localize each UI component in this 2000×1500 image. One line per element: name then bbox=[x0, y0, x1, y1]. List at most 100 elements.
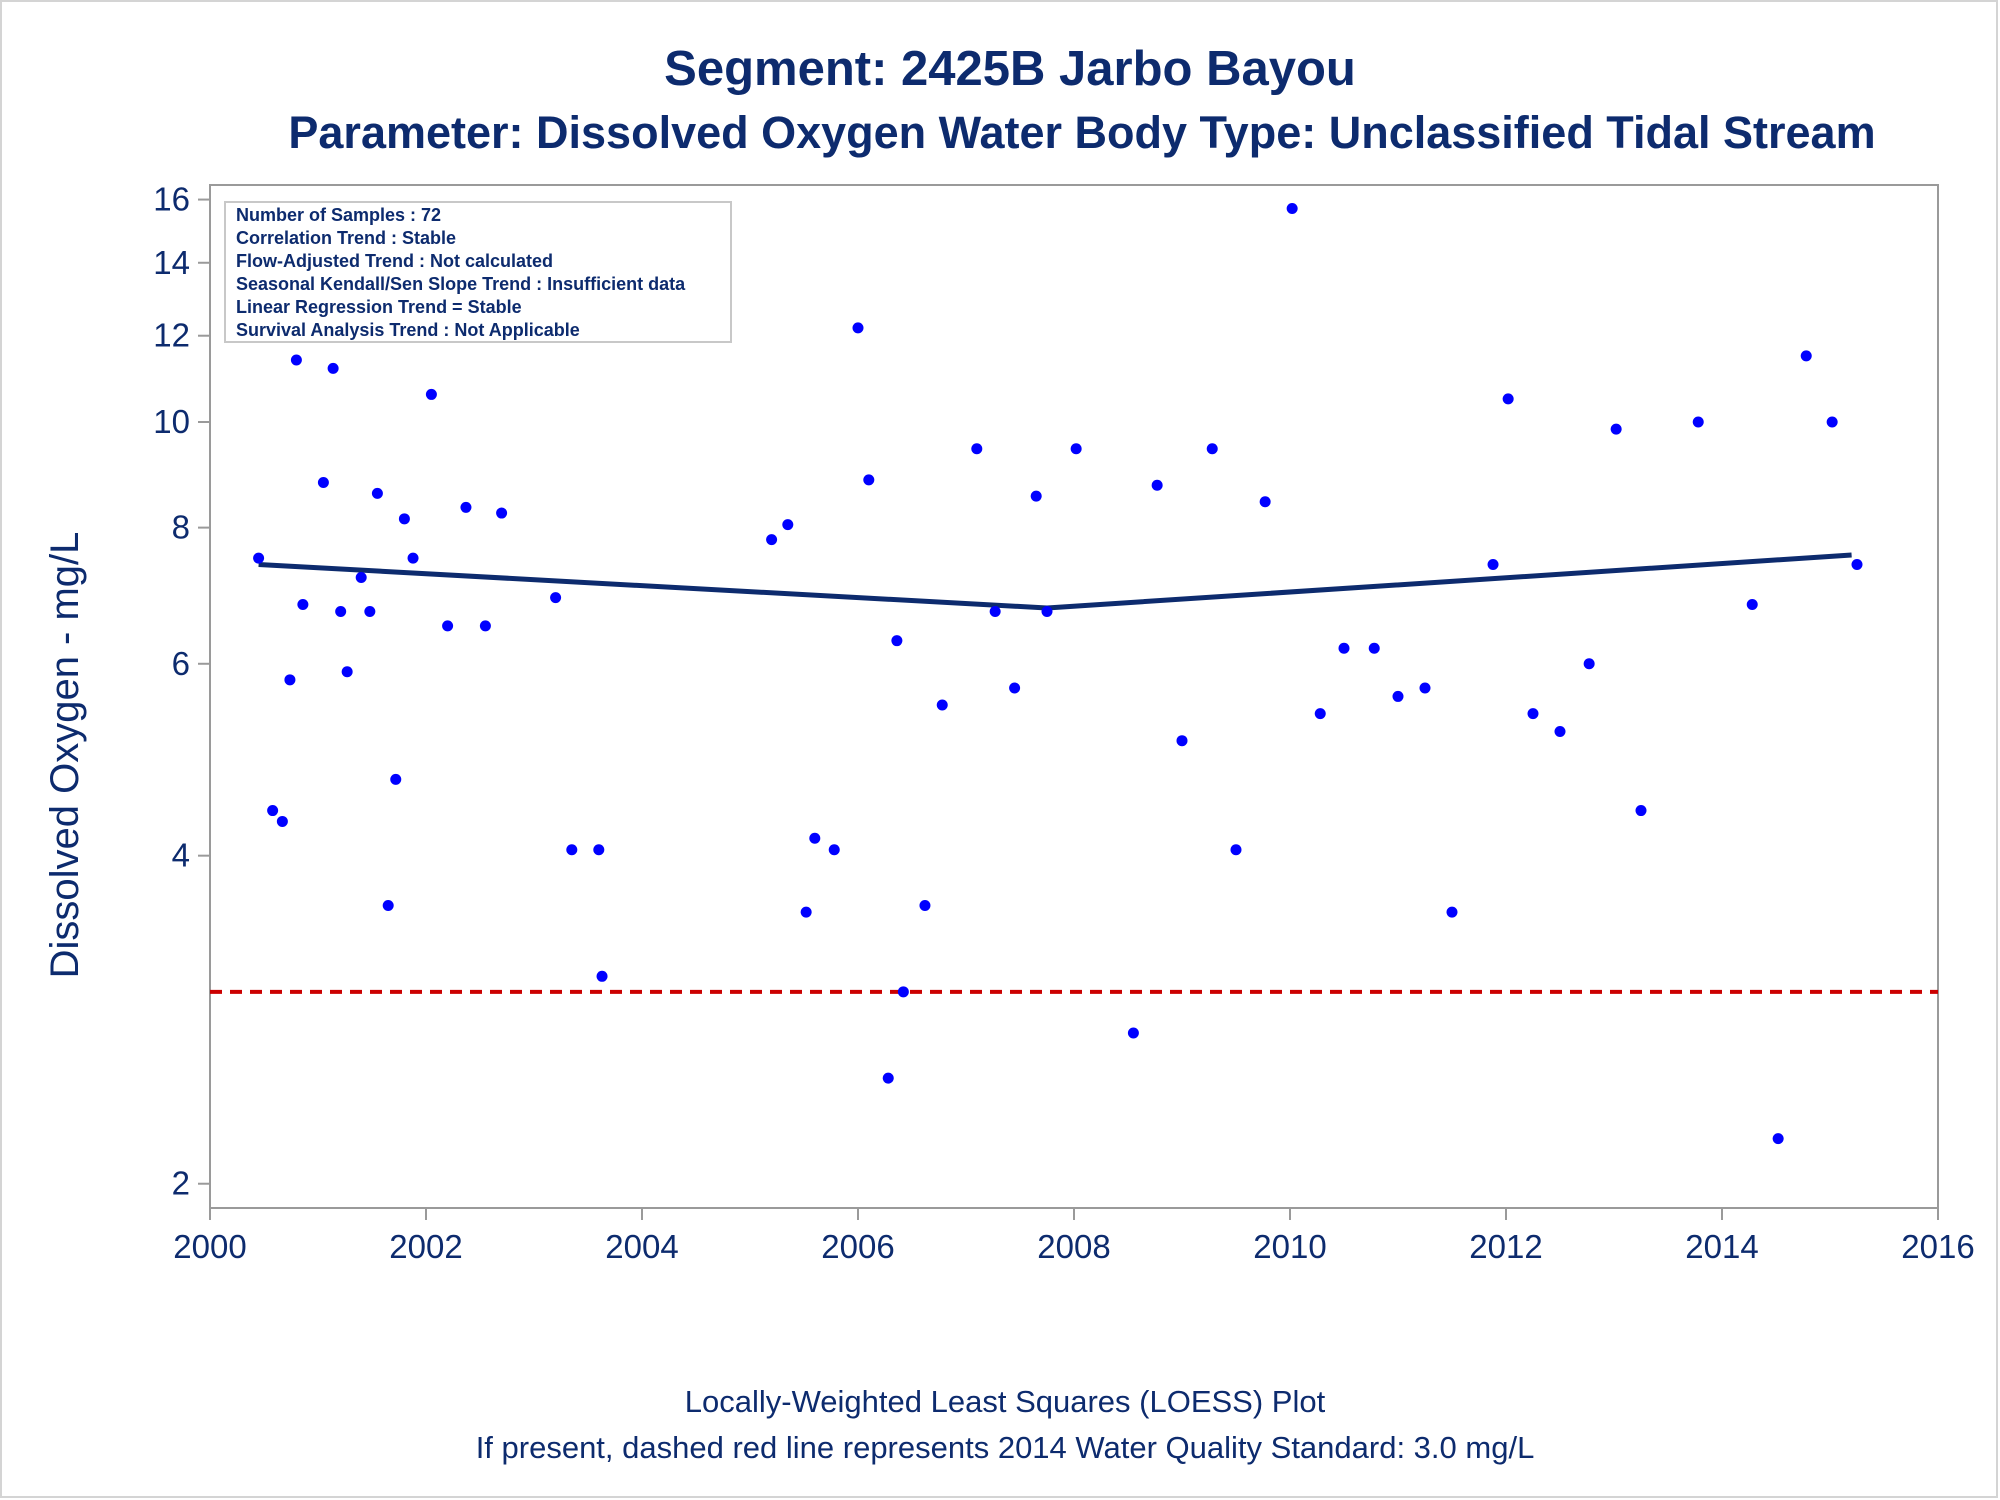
data-point bbox=[1487, 559, 1499, 571]
data-point bbox=[1527, 708, 1539, 720]
data-point bbox=[460, 501, 472, 513]
data-point bbox=[442, 620, 454, 632]
data-point bbox=[1030, 490, 1042, 502]
data-point bbox=[1259, 496, 1271, 508]
data-point bbox=[766, 534, 778, 546]
inset-line-flow-adjusted: Flow-Adjusted Trend : Not calculated bbox=[236, 251, 553, 271]
data-point bbox=[863, 474, 875, 486]
data-point bbox=[1338, 642, 1350, 654]
x-tick-label: 2002 bbox=[389, 1228, 462, 1265]
data-point bbox=[1800, 350, 1812, 362]
data-point bbox=[1230, 844, 1242, 856]
data-point bbox=[297, 599, 309, 611]
x-tick-label: 2010 bbox=[1253, 1228, 1326, 1265]
data-point bbox=[593, 844, 605, 856]
data-point bbox=[1826, 416, 1838, 428]
data-point bbox=[398, 513, 410, 525]
data-point bbox=[936, 699, 948, 711]
data-point bbox=[1009, 682, 1021, 694]
data-point bbox=[1692, 416, 1704, 428]
data-point bbox=[1151, 479, 1163, 491]
data-point bbox=[390, 773, 402, 785]
data-point bbox=[989, 606, 1001, 618]
data-point bbox=[800, 906, 812, 918]
inset-line-seasonal-kendall: Seasonal Kendall/Sen Slope Trend : Insuf… bbox=[236, 274, 686, 294]
data-point bbox=[355, 571, 367, 583]
data-point bbox=[1127, 1027, 1139, 1039]
data-point bbox=[1746, 599, 1758, 611]
footnote-standard: If present, dashed red line represents 2… bbox=[476, 1430, 1535, 1465]
data-point bbox=[897, 986, 909, 998]
data-point bbox=[496, 507, 508, 519]
x-tick-label: 2016 bbox=[1901, 1228, 1974, 1265]
y-tick-label: 10 bbox=[153, 403, 190, 440]
data-point bbox=[1772, 1133, 1784, 1145]
data-point bbox=[782, 519, 794, 531]
inset-line-correlation: Correlation Trend : Stable bbox=[236, 228, 456, 248]
data-point bbox=[1070, 443, 1082, 455]
data-point bbox=[1502, 393, 1514, 405]
inset-line-linear-regression: Linear Regression Trend = Stable bbox=[236, 297, 522, 317]
data-point bbox=[1851, 559, 1863, 571]
stats-inset-box bbox=[224, 201, 732, 343]
inset-line-survival: Survival Analysis Trend : Not Applicable bbox=[236, 320, 580, 340]
data-point bbox=[371, 487, 383, 499]
data-point bbox=[809, 832, 821, 844]
footnote-loess: Locally-Weighted Least Squares (LOESS) P… bbox=[685, 1384, 1326, 1419]
data-point bbox=[276, 815, 288, 827]
y-tick-label: 8 bbox=[172, 509, 190, 546]
data-point bbox=[267, 805, 279, 817]
data-point bbox=[596, 970, 608, 982]
data-point bbox=[317, 477, 329, 489]
data-point bbox=[1176, 735, 1188, 747]
data-point bbox=[1206, 443, 1218, 455]
data-point bbox=[828, 844, 840, 856]
chart-subtitle: Parameter: Dissolved Oxygen Water Body T… bbox=[288, 107, 1875, 158]
x-tick-label: 2012 bbox=[1469, 1228, 1542, 1265]
data-point bbox=[1286, 203, 1298, 215]
y-tick-label: 4 bbox=[172, 837, 190, 874]
data-point bbox=[1446, 906, 1458, 918]
data-point bbox=[284, 674, 296, 686]
x-tick-label: 2014 bbox=[1685, 1228, 1758, 1265]
data-point bbox=[407, 552, 419, 564]
data-point bbox=[1635, 805, 1647, 817]
data-point bbox=[971, 443, 983, 455]
data-point bbox=[1368, 642, 1380, 654]
data-point bbox=[253, 552, 265, 564]
data-point bbox=[327, 362, 339, 374]
data-point bbox=[364, 606, 376, 618]
data-point bbox=[550, 592, 562, 604]
data-point bbox=[566, 844, 578, 856]
y-axis-label: Dissolved Oxygen - mg/L bbox=[43, 532, 87, 979]
data-point bbox=[891, 635, 903, 647]
stats-inset: Number of Samples : 72 Correlation Trend… bbox=[224, 201, 732, 343]
data-point bbox=[852, 322, 864, 334]
plot-area: 2000 2002 2004 2006 2008 2010 2012 2014 2016 2 4 6 8… bbox=[153, 181, 1974, 1265]
x-tick-label: 2004 bbox=[605, 1228, 678, 1265]
data-point bbox=[382, 900, 394, 912]
x-tick-label: 2006 bbox=[821, 1228, 894, 1265]
y-tick-label: 12 bbox=[153, 317, 190, 354]
x-tick-label: 2008 bbox=[1037, 1228, 1110, 1265]
data-point bbox=[919, 900, 931, 912]
data-point bbox=[341, 666, 353, 678]
data-point bbox=[882, 1072, 894, 1084]
loess-line bbox=[258, 552, 1852, 611]
inset-line-samples: Number of Samples : 72 bbox=[236, 205, 441, 225]
data-point bbox=[1392, 690, 1404, 702]
data-point bbox=[1314, 708, 1326, 720]
data-point bbox=[1041, 606, 1053, 618]
x-tick-label: 2000 bbox=[173, 1228, 246, 1265]
data-point bbox=[1554, 725, 1566, 737]
chart-title: Segment: 2425B Jarbo Bayou bbox=[664, 42, 1356, 96]
y-tick-label: 2 bbox=[172, 1165, 190, 1202]
data-point bbox=[479, 620, 491, 632]
data-point bbox=[1419, 682, 1431, 694]
y-tick-label: 6 bbox=[172, 645, 190, 682]
data-point bbox=[425, 388, 437, 400]
y-tick-label: 14 bbox=[153, 244, 190, 281]
data-point bbox=[1610, 423, 1622, 435]
